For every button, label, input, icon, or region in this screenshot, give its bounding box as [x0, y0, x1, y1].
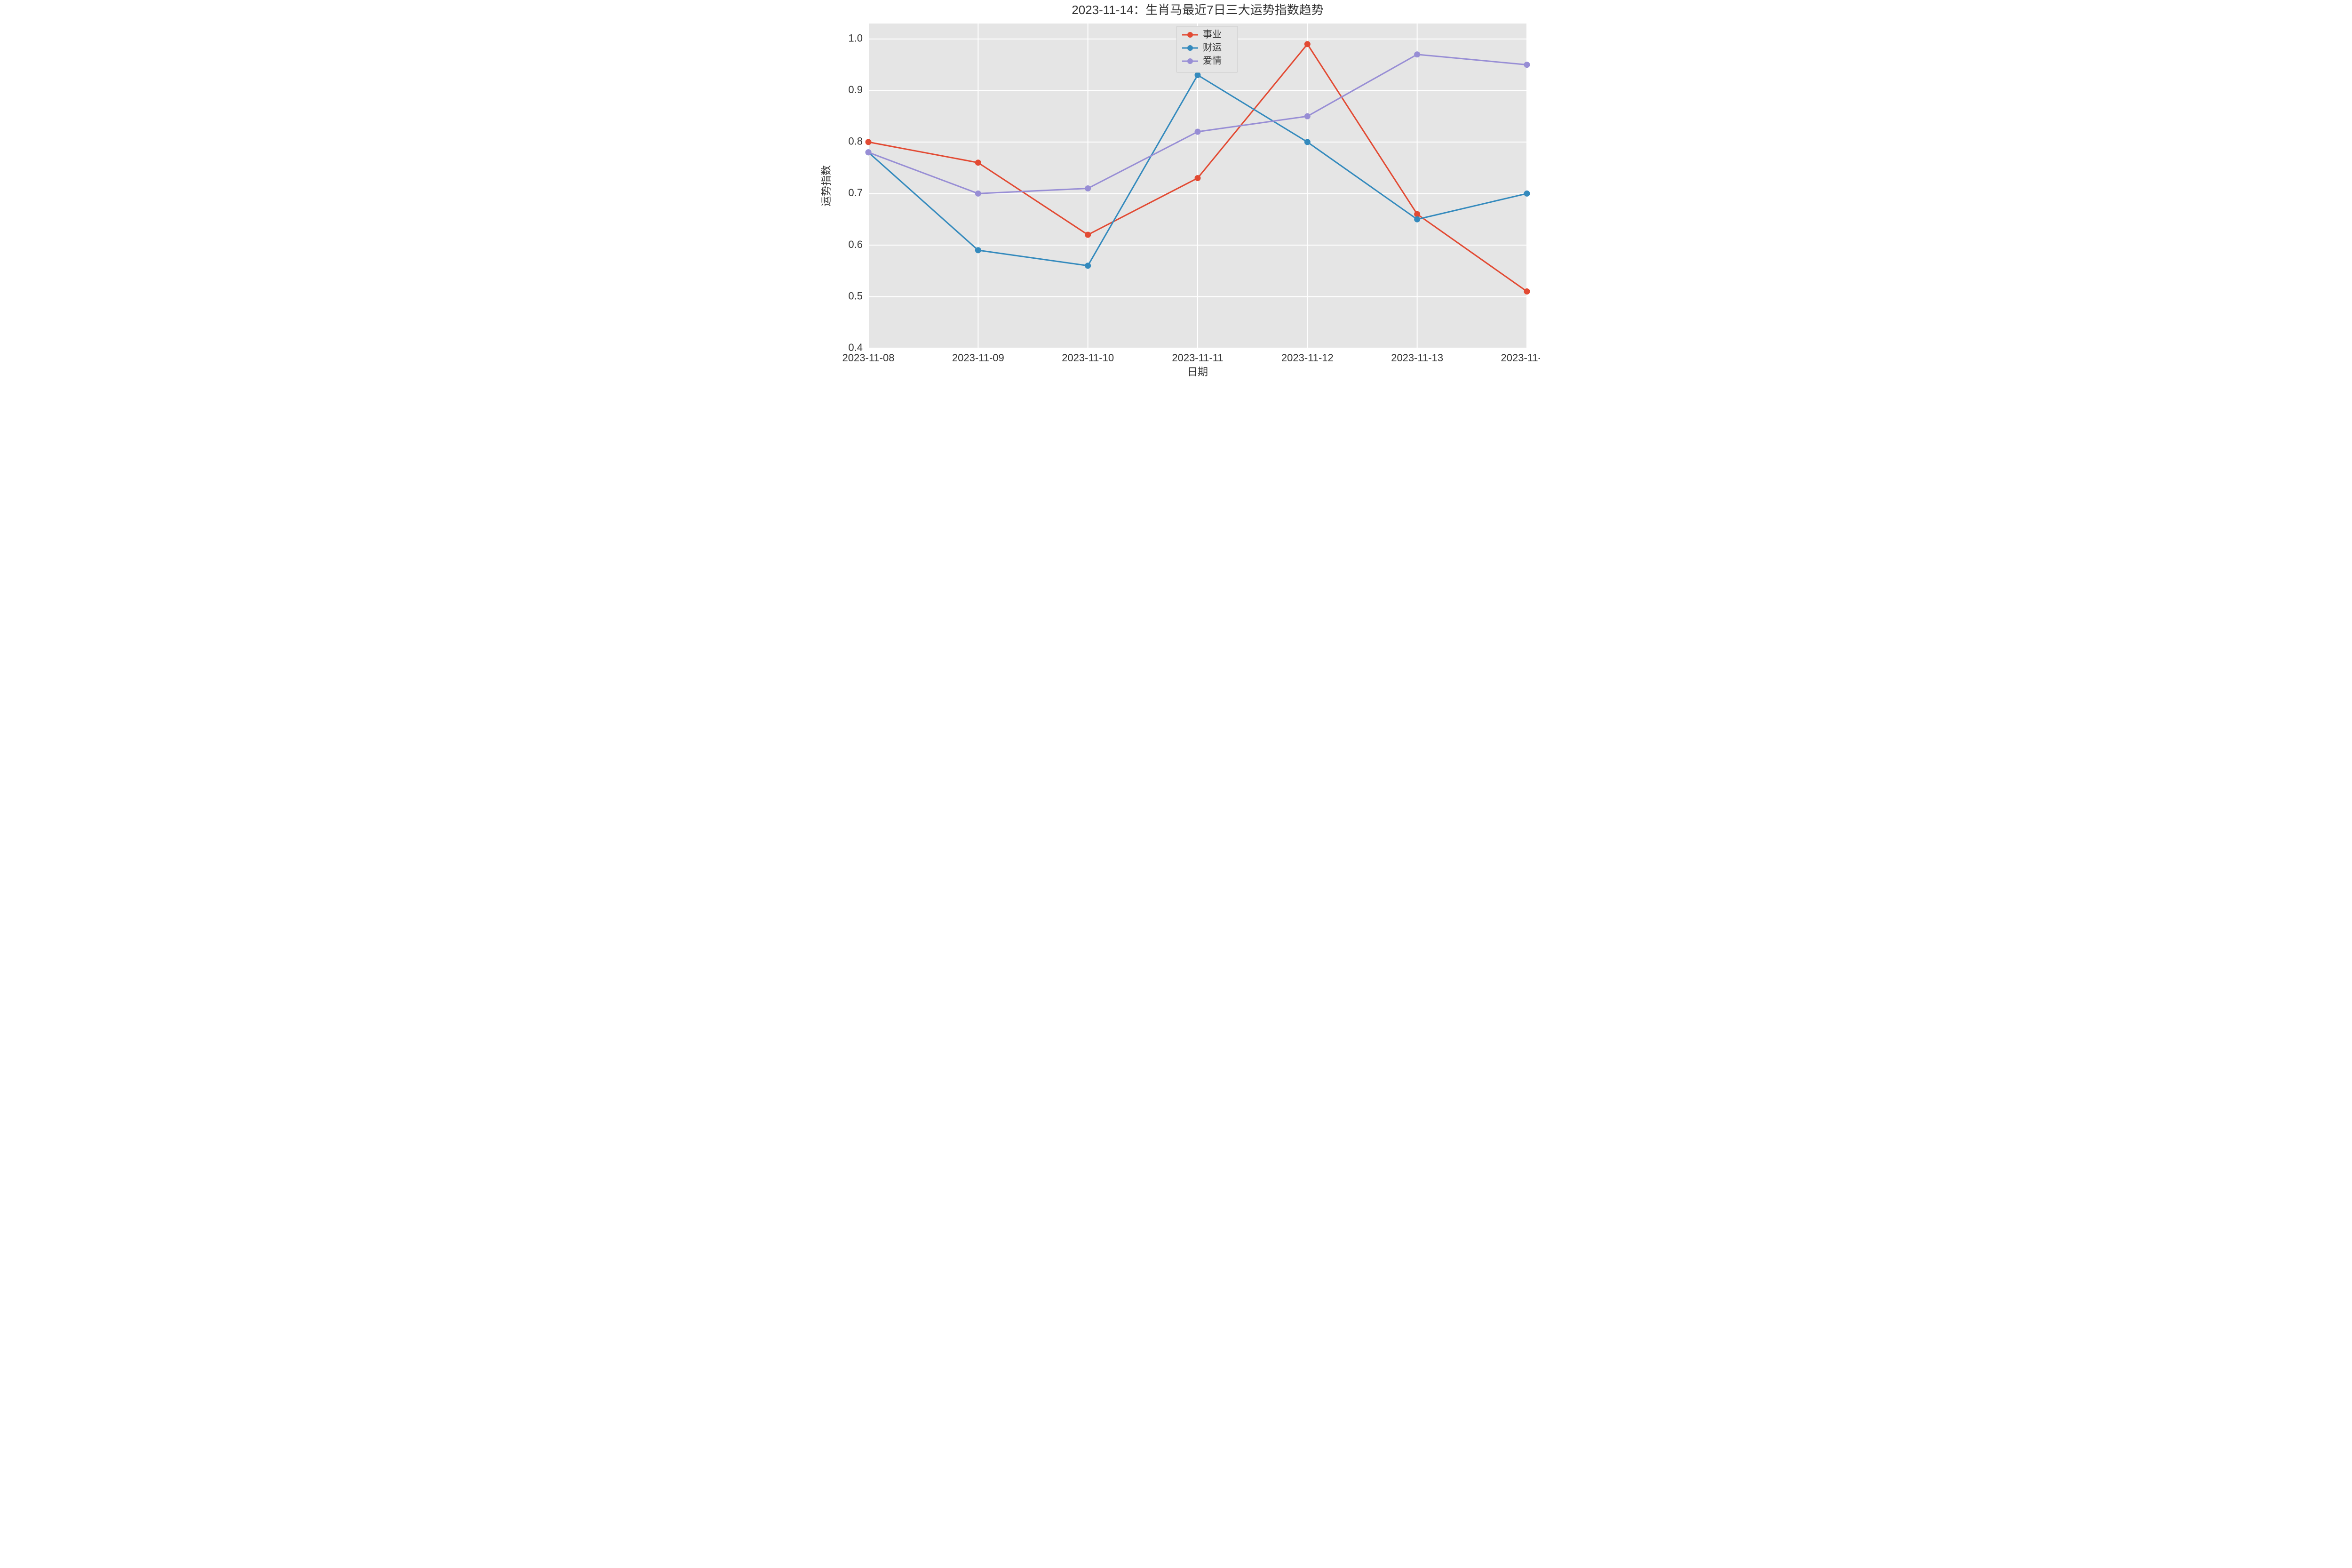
series-marker — [866, 150, 871, 155]
series-marker — [1195, 175, 1200, 181]
x-tick-label: 2023-11-12 — [1281, 352, 1334, 364]
series-marker — [1304, 41, 1310, 47]
series-marker — [1195, 72, 1200, 78]
y-tick-label: 0.7 — [848, 187, 863, 199]
series-marker — [1414, 52, 1420, 57]
x-tick-label: 2023-11-11 — [1172, 352, 1223, 364]
series-marker — [1085, 232, 1091, 238]
x-ticks: 2023-11-08 2023-11-09 2023-11-10 2023-11-11… — [842, 352, 1540, 364]
series-marker — [975, 247, 981, 253]
series-marker — [1085, 263, 1091, 269]
series-marker — [1524, 191, 1530, 196]
y-tick-label: 0.9 — [848, 84, 863, 96]
chart-container: 0.40.50.60.70.80.91.02023-11-082023-11-0… — [812, 0, 1540, 392]
series-marker — [975, 191, 981, 196]
legend: 事业财运爱情 — [1176, 26, 1238, 72]
legend-marker — [1187, 45, 1193, 51]
legend-label: 财运 — [1203, 42, 1222, 53]
legend-label: 事业 — [1203, 29, 1222, 40]
x-tick-label: 2023-11-10 — [1062, 352, 1114, 364]
x-tick-label: 2023-11-09 — [952, 352, 1004, 364]
series-marker — [1304, 113, 1310, 119]
series-marker — [866, 139, 871, 145]
series-marker — [1414, 211, 1420, 217]
series-marker — [1085, 185, 1091, 191]
y-tick-label: 1.0 — [848, 32, 863, 44]
series-marker — [975, 160, 981, 166]
y-tick-label: 0.6 — [848, 239, 863, 250]
series-marker — [1524, 289, 1530, 294]
x-tick-label: 2023-11-14 — [1501, 352, 1540, 364]
x-tick-label: 2023-11-08 — [842, 352, 895, 364]
series-marker — [1304, 139, 1310, 145]
y-tick-label: 0.5 — [848, 290, 863, 302]
line-chart-svg: 0.40.50.60.70.80.91.02023-11-082023-11-0… — [812, 0, 1540, 392]
x-axis-label: 日期 — [1187, 366, 1208, 378]
series-marker — [1524, 62, 1530, 68]
legend-marker — [1187, 32, 1193, 38]
series-marker — [1195, 129, 1200, 135]
x-tick-label: 2023-11-13 — [1391, 352, 1443, 364]
y-ticks: 0.40.50.60.70.80.91.0 — [848, 32, 863, 353]
y-axis-label: 运势指数 — [820, 165, 832, 207]
legend-marker — [1187, 58, 1193, 64]
y-tick-label: 0.8 — [848, 135, 863, 147]
chart-title: 2023-11-14：生肖马最近7日三大运势指数趋势 — [1072, 3, 1324, 17]
legend-label: 爱情 — [1203, 55, 1222, 66]
series-marker — [1414, 216, 1420, 222]
